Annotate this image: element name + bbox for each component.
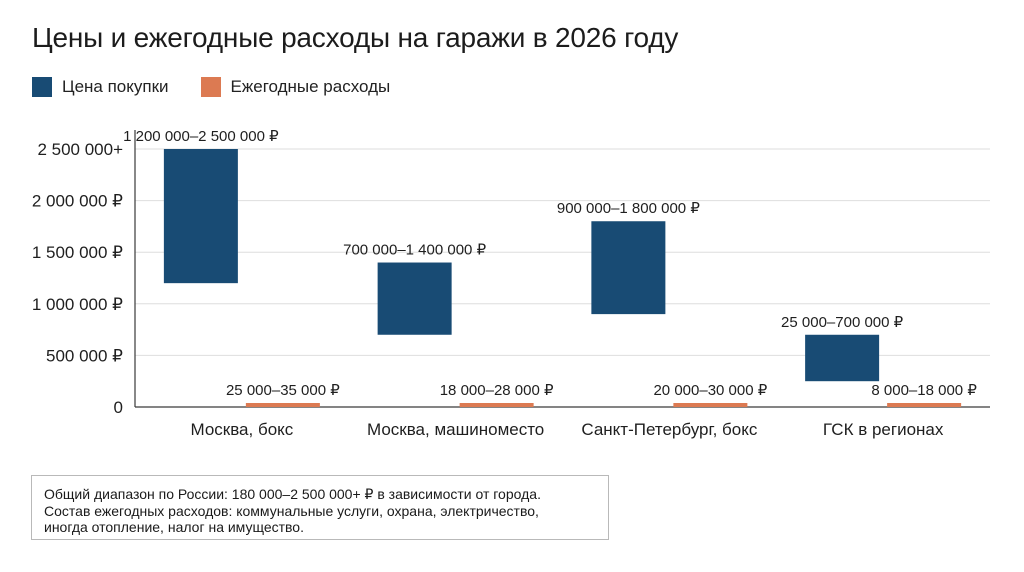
note-line-1: Общий диапазон по России: 180 000–2 500 …: [44, 486, 541, 502]
annual-cost-bar: [887, 403, 962, 407]
note-box: Общий диапазон по России: 180 000–2 500 …: [31, 475, 609, 540]
x-category-label: Санкт-Петербург, бокс: [581, 420, 758, 439]
note-line-3: иногда отопление, налог на имущество.: [44, 519, 304, 535]
x-category-label: Москва, машиноместо: [367, 420, 544, 439]
purchase-price-bar: [805, 334, 880, 382]
chart-title: Цены и ежегодные расходы на гаражи в 202…: [32, 22, 679, 53]
purchase-price-label: 900 000–1 800 000 ₽: [557, 200, 700, 217]
annual-cost-label: 18 000–28 000 ₽: [440, 382, 554, 399]
y-tick-label: 500 000 ₽: [46, 346, 123, 365]
purchase-price-bar: [591, 221, 666, 315]
x-category-label: ГСК в регионах: [823, 420, 944, 439]
y-tick-label: 1 000 000 ₽: [32, 295, 123, 314]
annual-cost-label: 25 000–35 000 ₽: [226, 382, 340, 399]
legend-swatch-annual: [200, 77, 221, 97]
annual-cost-label: 8 000–18 000 ₽: [871, 382, 977, 399]
annual-cost-bar: [245, 403, 320, 407]
purchase-price-bar: [163, 149, 238, 284]
y-tick-label: 2 500 000+: [37, 140, 123, 159]
annual-cost-bar: [673, 403, 748, 407]
purchase-price-label: 1 200 000–2 500 000 ₽: [123, 128, 279, 145]
legend-swatch-purchase: [32, 77, 52, 97]
y-tick-label: 2 000 000 ₽: [32, 192, 123, 211]
legend-item-annual: Ежегодные расходы: [200, 77, 391, 97]
legend-label-purchase: Цена покупки: [62, 77, 169, 96]
purchase-price-label: 25 000–700 000 ₽: [781, 314, 904, 331]
legend-label-annual: Ежегодные расходы: [230, 77, 391, 96]
legend: Цена покупки Ежегодные расходы: [32, 77, 422, 97]
note-line-2: Состав ежегодных расходов: коммунальные …: [44, 502, 539, 519]
y-tick-label: 1 500 000 ₽: [32, 243, 123, 262]
purchase-price-bar: [377, 262, 452, 335]
annual-cost-bar: [459, 403, 534, 407]
purchase-price-label: 700 000–1 400 000 ₽: [343, 242, 486, 259]
legend-item-purchase: Цена покупки: [32, 77, 169, 97]
x-category-label: Москва, бокс: [190, 420, 293, 439]
y-tick-label: 0: [114, 398, 123, 417]
annual-cost-label: 20 000–30 000 ₽: [653, 382, 767, 399]
